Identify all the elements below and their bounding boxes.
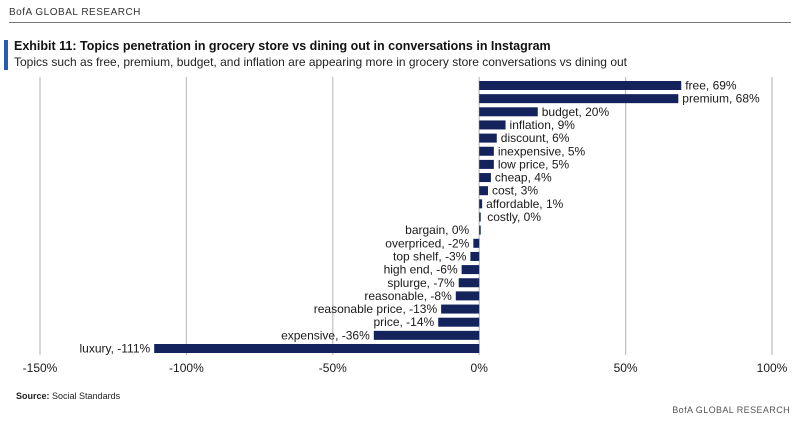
data-label: discount, 6% [501,131,570,145]
x-tick-label: -50% [319,361,347,375]
bar [438,317,480,327]
bar [479,107,538,117]
x-tick-label: 0% [471,361,489,375]
bar [479,146,494,156]
brand-header: BofA GLOBAL RESEARCH [9,7,141,18]
bar [479,225,481,235]
data-label: inflation, 9% [510,118,576,132]
bar [441,304,480,314]
data-label: inexpensive, 5% [498,144,586,158]
bar [373,330,480,340]
x-tick-label: -150% [23,361,58,375]
bar [458,278,480,288]
data-labels: free, 69%premium, 68% budget, 20%inflatio… [79,79,760,356]
bar [479,173,491,183]
data-label: top shelf, -3% [393,249,467,263]
chart-title: Exhibit 11: Topics penetration in grocer… [14,39,551,53]
data-label: price, -14% [374,315,435,329]
data-label: cheap, 4% [495,171,552,185]
data-label: low price, 5% [498,157,570,171]
bar [470,251,480,261]
x-tick-label: -100% [169,361,204,375]
bar [479,120,506,130]
bar [479,81,682,90]
data-label: expensive, -36% [281,328,370,342]
x-tick-label: 100% [757,361,788,375]
data-label: costly, 0% [487,210,541,224]
chart-subtitle: Topics such as free, premium, budget, an… [14,55,627,69]
data-label: overpriced, -2% [385,236,469,250]
title-accent-bar [4,40,8,70]
bar [479,94,679,104]
data-label: bargain, 0% [405,223,469,237]
header-divider [9,22,791,23]
bar [154,344,480,353]
bar-chart: free, 69%premium, 68% budget, 20%inflatio… [23,77,788,375]
data-label: reasonable, -8% [364,289,452,303]
x-axis-tick-labels: -150% -100% -50% 0% 50% 100% [23,361,788,375]
data-label: high end, -6% [384,263,458,277]
x-tick-label: 50% [614,361,638,375]
bar [461,265,480,275]
data-label: luxury, -111% [79,342,150,356]
bar [479,199,483,209]
data-label: reasonable price, -13% [314,302,438,316]
data-label: budget, 20% [542,105,610,119]
bar [479,133,497,143]
bar [455,291,480,301]
brand-footer: BofA GLOBAL RESEARCH [672,405,790,415]
data-label: cost, 3% [492,184,538,198]
bar [479,159,494,169]
bar [479,186,488,196]
source-note: Source: Social Standards [16,391,120,401]
source-text: Social Standards [52,391,121,401]
source-label: Source: [16,391,50,401]
bar [479,212,481,222]
bars [154,81,682,353]
bar [473,238,480,248]
data-label: splurge, -7% [387,276,455,290]
data-label: premium, 68% [682,92,760,106]
data-label: free, 69% [685,79,737,93]
data-label: affordable, 1% [486,197,563,211]
